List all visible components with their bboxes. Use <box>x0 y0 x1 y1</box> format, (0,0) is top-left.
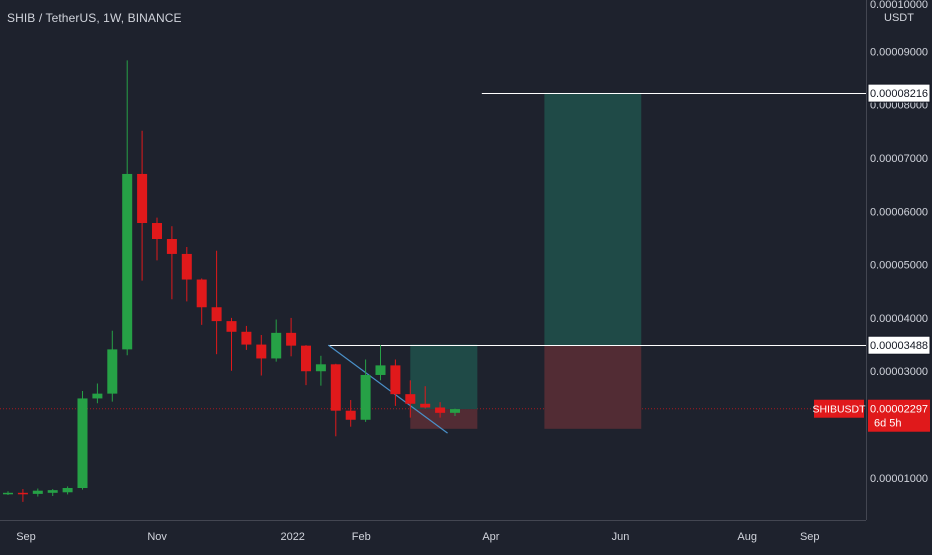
y-tick-label: 0.00005000 <box>870 260 928 272</box>
candle-body[interactable] <box>226 321 237 332</box>
candle-body[interactable] <box>122 173 133 350</box>
y-axis-currency: USDT <box>884 12 914 24</box>
candle-body[interactable] <box>211 307 222 322</box>
x-tick-label: Aug <box>737 531 757 543</box>
entry-price-tag-bg <box>867 335 931 355</box>
candle-body[interactable] <box>330 364 341 411</box>
y-tick-label: 0.00007000 <box>870 153 928 165</box>
candle-body[interactable] <box>241 331 252 345</box>
candle-body[interactable] <box>271 332 282 359</box>
y-tick-label: 0.00004000 <box>870 313 928 325</box>
x-tick-label: Sep <box>16 531 36 543</box>
long-position-1-target-zone[interactable] <box>410 344 478 410</box>
symbol-tag-bg <box>814 399 864 418</box>
current-price-tag-bg <box>868 399 930 432</box>
candle-body[interactable] <box>315 364 326 372</box>
x-tick-label: Jun <box>612 531 630 543</box>
candle-body[interactable] <box>17 492 28 495</box>
target-price-tag-bg <box>867 83 931 103</box>
candle-body[interactable] <box>47 490 58 493</box>
entry-price-tag: 0.00003488 <box>870 340 928 352</box>
y-tick-label: 0.00006000 <box>870 206 928 218</box>
symbol-tag: SHIBUSDT <box>812 404 866 416</box>
candle-body[interactable] <box>107 349 118 394</box>
long-position-1-stop-zone[interactable] <box>410 409 478 429</box>
candle-body[interactable] <box>390 365 401 395</box>
candle-body[interactable] <box>420 403 431 408</box>
candle-body[interactable] <box>286 332 297 346</box>
y-tick-label: 0.00008000 <box>870 100 928 112</box>
candle-countdown: 6d 5h <box>874 418 902 430</box>
candle-body[interactable] <box>435 407 446 413</box>
y-axis-top-label: 0.00010000 <box>870 0 928 11</box>
candle-body[interactable] <box>137 173 148 224</box>
target-price-tag: 0.00008216 <box>870 88 928 100</box>
candle-body[interactable] <box>360 374 371 420</box>
candle-body[interactable] <box>196 279 207 308</box>
candle-body[interactable] <box>77 398 88 489</box>
trendline[interactable] <box>327 344 448 434</box>
candle-body[interactable] <box>3 492 13 495</box>
current-price-value: 0.00002297 <box>870 404 928 416</box>
x-tick-label: Feb <box>352 531 371 543</box>
long-position-2-stop-zone[interactable] <box>544 345 642 429</box>
y-tick-label: 0.00001000 <box>870 473 928 485</box>
candle-body[interactable] <box>181 253 192 280</box>
x-tick-label: Nov <box>147 531 167 543</box>
candle-body[interactable] <box>256 344 267 359</box>
candle-body[interactable] <box>375 365 386 375</box>
candle-body[interactable] <box>301 345 311 372</box>
x-tick-label: Apr <box>482 531 499 543</box>
candle-body[interactable] <box>32 490 43 494</box>
candle-body[interactable] <box>92 393 103 399</box>
candle-body[interactable] <box>405 394 416 404</box>
long-position-2-target-zone[interactable] <box>544 92 642 346</box>
symbol-title: SHIB / TetherUS, 1W, BINANCE <box>7 11 182 25</box>
candle-body[interactable] <box>450 409 460 413</box>
candle-body[interactable] <box>345 410 356 420</box>
y-tick-label: 0.00003000 <box>870 366 928 378</box>
candle-body[interactable] <box>166 239 177 254</box>
candle-body[interactable] <box>62 488 73 493</box>
candle-body[interactable] <box>152 223 162 240</box>
x-tick-label: 2022 <box>280 531 304 543</box>
x-tick-label: Sep <box>800 531 820 543</box>
y-tick-label: 0.00009000 <box>870 46 928 58</box>
